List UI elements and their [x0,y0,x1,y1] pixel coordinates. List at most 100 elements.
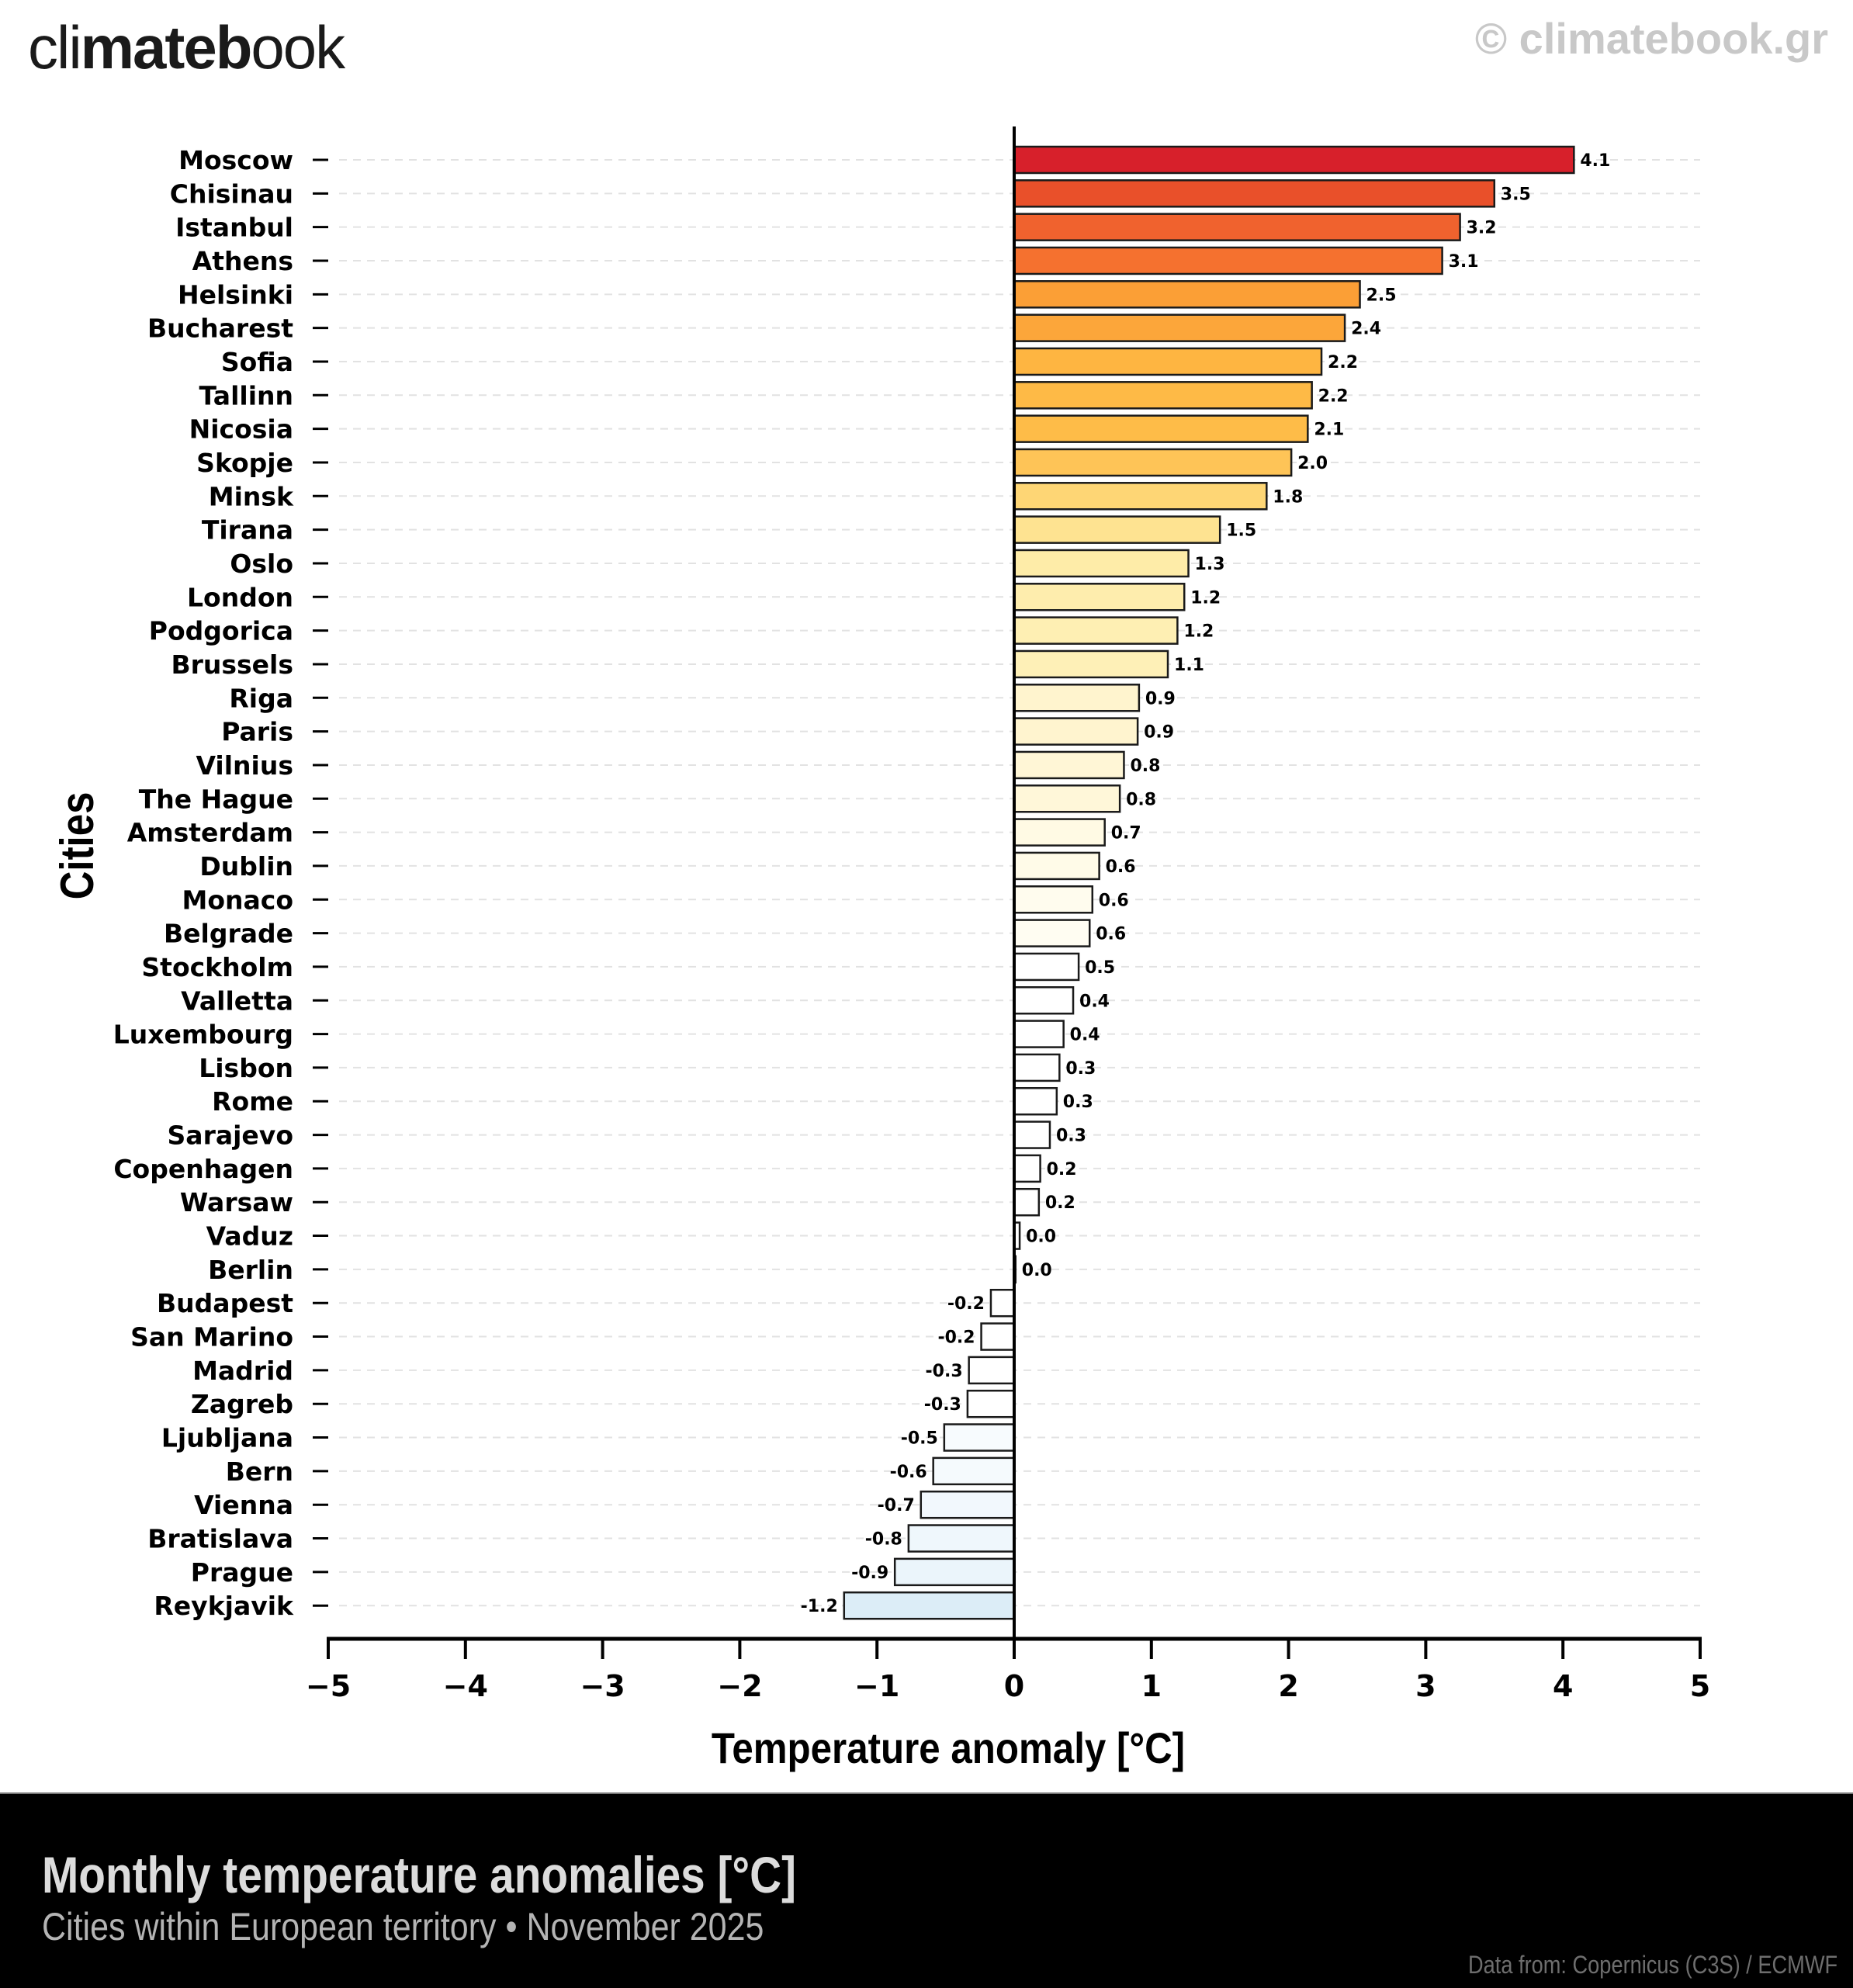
bar-value-label: 1.2 [1190,588,1221,608]
gridlines [339,159,1700,1607]
x-tick-label: −1 [854,1669,899,1703]
bar-value-label: 0.8 [1130,757,1160,776]
copyright-watermark: © climatebook.gr [1474,14,1828,63]
y-tick-label: Valletta [181,985,293,1016]
bar [1013,885,1094,914]
x-tick-label: −5 [306,1669,351,1703]
y-tick-label: Berlin [208,1255,293,1285]
bar-value-label: 1.2 [1183,622,1214,642]
y-tick-label: Bratislava [147,1524,293,1554]
bar-value-label: 0.3 [1065,1059,1096,1079]
bar-value-label: 0.9 [1144,723,1174,743]
bar-value-label: 2.1 [1314,421,1344,440]
y-tick-label: Brussels [171,649,293,680]
bar-value-label: 0.6 [1099,891,1129,910]
bar [943,1423,1016,1452]
x-tick-label: 2 [1278,1669,1298,1703]
x-tick-label: −4 [443,1669,488,1703]
bar [1013,448,1293,477]
bar-value-label: 2.2 [1328,353,1358,372]
bar [932,1456,1016,1486]
y-tick-label: Podgorica [149,616,293,646]
bar [1013,313,1346,342]
bar [968,1356,1016,1385]
bar-value-label: -0.2 [937,1328,975,1348]
bar-value-label: 1.8 [1273,487,1303,507]
x-axis-label: Temperature anomaly [°C] [712,1724,1185,1773]
y-tick-label: Belgrade [164,919,293,949]
bar-value-label: 0.4 [1079,992,1110,1011]
bar-value-label: 0.6 [1096,925,1126,944]
bar [1013,515,1221,544]
bar-value-label: 4.1 [1580,151,1610,171]
bar-value-label: 2.5 [1366,286,1397,305]
y-tick-label: Minsk [209,481,294,511]
y-tick-label: Lisbon [199,1053,293,1083]
y-tick-label: Sarajevo [168,1120,293,1151]
logo-text-light: cli [28,13,82,81]
bar [920,1490,1016,1519]
x-tick-label: 1 [1141,1669,1162,1703]
y-tick-label: Chisinau [170,178,293,209]
bar [1013,1020,1065,1048]
bar [1013,381,1313,410]
y-tick-label: Budapest [157,1288,293,1318]
y-tick-label: Oslo [230,549,293,579]
bar-value-label: 0.2 [1047,1160,1077,1179]
bar-value-label: -0.2 [947,1294,985,1314]
bar [1013,952,1080,982]
bar-value-label: 0.8 [1126,790,1156,809]
y-tick-label: Tirana [202,515,293,545]
y-tick-label: Paris [221,717,293,747]
bar [1013,717,1139,746]
x-tick-label: 5 [1690,1669,1710,1703]
y-tick-label: Bern [226,1456,293,1487]
bar-value-label: -0.5 [901,1429,938,1449]
x-axis: −5 −4 −3 −2 −1 0 1 2 3 4 5 [306,1636,1710,1703]
y-tick-label: Madrid [192,1356,293,1386]
y-tick-label: Reykjavik [154,1591,294,1621]
bar [1013,986,1075,1015]
bar [1013,347,1323,376]
y-tick-label: Stockholm [141,952,293,982]
bar [1013,818,1106,847]
x-tick-label: 3 [1415,1669,1436,1703]
bar-value-label: 1.5 [1226,521,1256,541]
y-tick-label: Warsaw [180,1187,293,1217]
bar-value-label: 2.0 [1297,454,1328,473]
y-tick-label: Helsinki [178,279,293,310]
y-tick-label: San Marino [130,1322,293,1352]
bar-value-label: 0.4 [1070,1026,1100,1045]
y-tick-label: London [187,582,293,612]
bar [989,1288,1016,1318]
bar [1013,213,1461,241]
bar [1013,1086,1058,1116]
y-tick-label: Zagreb [191,1389,293,1419]
bar-value-label: 0.6 [1106,857,1136,877]
bar [1013,583,1186,611]
bar [1013,280,1361,309]
y-tick-label: Skopje [196,448,293,478]
bar [980,1322,1016,1351]
bar [966,1389,1016,1418]
y-tick-label: The Hague [139,784,293,814]
bar-value-label: -0.7 [878,1496,915,1515]
logo-text-light-suffix: ook [251,13,345,81]
chart-subtitle: Cities within European territory • Novem… [42,1905,764,1948]
y-tick-label: Copenhagen [113,1154,293,1184]
y-tick-label: Rome [212,1086,293,1117]
bar [843,1591,1016,1620]
bar [1013,919,1091,947]
y-tick-label: Riga [229,683,293,713]
y-tick-label: Ljubljana [161,1423,293,1453]
bar [1013,851,1100,881]
bar [1013,246,1443,275]
y-tick-label: Athens [192,246,293,276]
y-tick-label: Dublin [199,851,293,881]
bar [1013,179,1496,208]
y-tick-label: Vienna [194,1490,293,1520]
bar [1013,649,1169,679]
bar [1013,616,1179,645]
data-source: Data from: Copernicus (C3S) / ECMWF [1467,1951,1837,1979]
